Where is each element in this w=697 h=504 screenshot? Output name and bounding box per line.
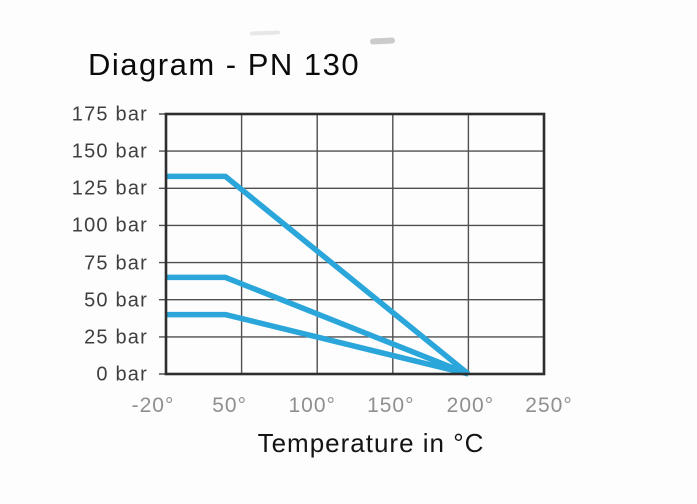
chart-title: Diagram - PN 130 <box>88 47 361 82</box>
y-axis-tick-label: 100 bar <box>71 215 148 238</box>
y-axis-tick-label: 125 bar <box>71 177 148 200</box>
pressure-curve-middle-curve <box>166 274 470 377</box>
y-axis-tick-label: 25 bar <box>84 326 148 349</box>
x-axis-tick-label: 100° <box>288 394 336 417</box>
pressure-curve-upper-curve <box>166 173 471 377</box>
y-axis-tick-label: 50 bar <box>84 289 148 312</box>
y-axis-tick-label: 0 bar <box>96 363 148 386</box>
x-axis-tick-label: -20° <box>131 394 175 417</box>
x-axis-tick-label: 250° <box>525 394 573 417</box>
pressure-curve-lower-curve <box>166 311 470 377</box>
x-axis-tick-label: 150° <box>367 394 415 417</box>
x-axis-tick-label: 50° <box>212 394 247 417</box>
plot-border <box>164 112 546 376</box>
y-axis-tick-label: 75 bar <box>84 252 148 275</box>
y-axis-tick-label: 175 bar <box>71 103 148 126</box>
x-axis-title: Temperature in °C <box>257 428 485 458</box>
x-axis-tick-label: 200° <box>446 394 495 417</box>
y-axis-tick-label: 150 bar <box>71 140 148 163</box>
